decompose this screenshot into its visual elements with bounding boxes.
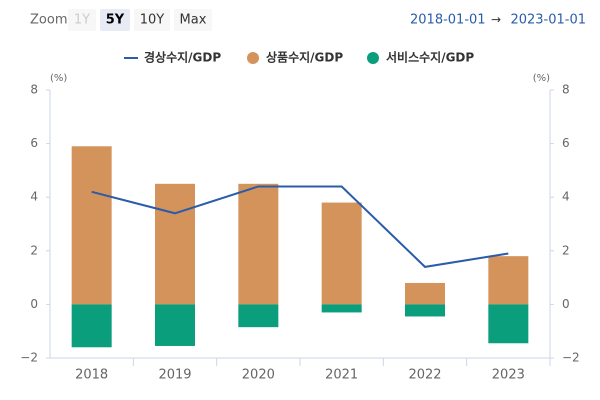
- x-tick-label: 2018: [75, 368, 108, 383]
- bar: [155, 304, 195, 346]
- legend-symbol: [247, 52, 259, 64]
- legend-symbol: [367, 52, 379, 64]
- bar: [321, 202, 362, 305]
- bar: [405, 304, 445, 317]
- bar: [405, 282, 445, 305]
- zoom-button-label[interactable]: 1Y: [74, 13, 90, 28]
- y-tick-label: −2: [20, 351, 38, 365]
- x-tick-label: 2019: [158, 368, 191, 383]
- y2-tick-label: −2: [562, 351, 580, 365]
- zoom-button-label[interactable]: 10Y: [140, 13, 165, 28]
- y2-tick-label: 4: [562, 190, 570, 204]
- zoom-label: Zoom: [30, 13, 67, 28]
- bar: [488, 304, 529, 344]
- y2-tick-label: 8: [562, 83, 570, 97]
- y-tick-label: 6: [30, 136, 38, 150]
- x-tick-label: 2023: [492, 368, 525, 383]
- y2-tick-label: 6: [562, 136, 570, 150]
- bar: [71, 146, 112, 305]
- y-tick-label: 2: [30, 243, 38, 257]
- bar: [238, 183, 279, 305]
- zoom-button-label[interactable]: 5Y: [106, 13, 125, 28]
- range-to: 2023-01-01: [510, 13, 586, 28]
- y2-unit: (%): [533, 73, 550, 84]
- line: [91, 185, 509, 268]
- y-tick-label: 8: [30, 83, 38, 97]
- bar: [321, 304, 362, 313]
- zoom-button[interactable]: [174, 9, 212, 31]
- bar: [71, 304, 112, 348]
- range-from: 2018-01-01: [410, 13, 486, 28]
- zoom-button[interactable]: [68, 9, 96, 31]
- y-tick-label: 4: [30, 190, 38, 204]
- y2-tick-label: 2: [562, 243, 570, 257]
- x-tick-label: 2020: [242, 368, 275, 383]
- range-arrow: →: [491, 13, 501, 27]
- zoom-button[interactable]: [100, 9, 130, 31]
- zoom-button-label[interactable]: Max: [180, 13, 207, 28]
- legend-label[interactable]: 상품수지/GDP: [266, 50, 343, 65]
- x-tick-label: 2022: [408, 368, 441, 383]
- legend-label[interactable]: 서비스수지/GDP: [386, 50, 474, 65]
- y-unit: (%): [50, 73, 67, 84]
- y-tick-label: 0: [30, 297, 38, 311]
- x-tick-label: 2021: [325, 368, 358, 383]
- legend-label[interactable]: 경상수지/GDP: [144, 50, 221, 65]
- y2-tick-label: 0: [562, 297, 570, 311]
- bar: [155, 183, 195, 305]
- bar: [488, 256, 529, 305]
- zoom-button[interactable]: [134, 9, 170, 31]
- bar: [238, 304, 279, 328]
